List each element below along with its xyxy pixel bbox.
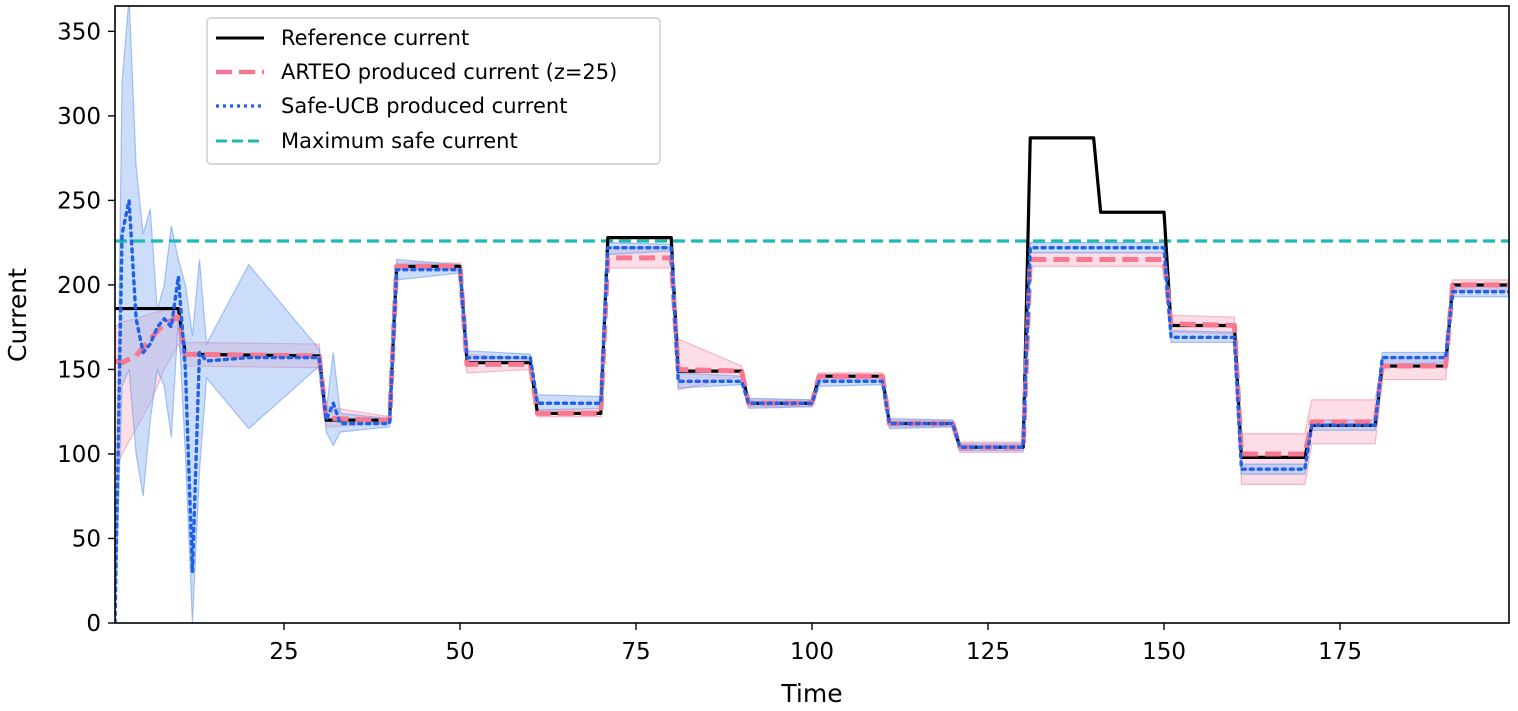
y-tick-label: 300 xyxy=(57,104,101,130)
x-tick-label: 100 xyxy=(790,639,834,665)
x-axis: 25 50 75 100 125 150 175 xyxy=(269,623,1362,665)
y-tick-label: 100 xyxy=(57,442,101,468)
x-tick-label: 125 xyxy=(966,639,1010,665)
y-tick-label: 50 xyxy=(72,526,101,552)
x-axis-label: Time xyxy=(780,679,842,708)
x-tick-label: 150 xyxy=(1142,639,1186,665)
series-lines xyxy=(115,136,1509,623)
series-line-arteo xyxy=(115,255,1509,457)
legend-label-max-safe: Maximum safe current xyxy=(281,129,518,153)
legend: Reference current ARTEO produced current… xyxy=(206,17,661,165)
y-tick-label: 250 xyxy=(57,188,101,214)
x-tick-label: 25 xyxy=(269,639,298,665)
band-safe-ucb xyxy=(115,6,1509,623)
legend-label-safe-ucb: Safe-UCB produced current xyxy=(281,94,567,118)
series-line-safe-ucb xyxy=(115,198,1509,623)
y-tick-label: 200 xyxy=(57,273,101,299)
x-tick-label: 75 xyxy=(621,639,650,665)
y-tick-label: 350 xyxy=(57,19,101,45)
x-tick-label: 175 xyxy=(1318,639,1362,665)
y-axis: 0 50 100 150 200 250 300 350 xyxy=(57,19,115,637)
y-axis-label: Current xyxy=(3,268,32,362)
legend-label-reference: Reference current xyxy=(281,26,469,50)
y-tick-label: 150 xyxy=(57,357,101,383)
x-tick-label: 50 xyxy=(445,639,474,665)
y-tick-label: 0 xyxy=(86,611,101,637)
legend-box xyxy=(206,17,661,165)
legend-label-arteo: ARTEO produced current (z=25) xyxy=(281,60,617,84)
